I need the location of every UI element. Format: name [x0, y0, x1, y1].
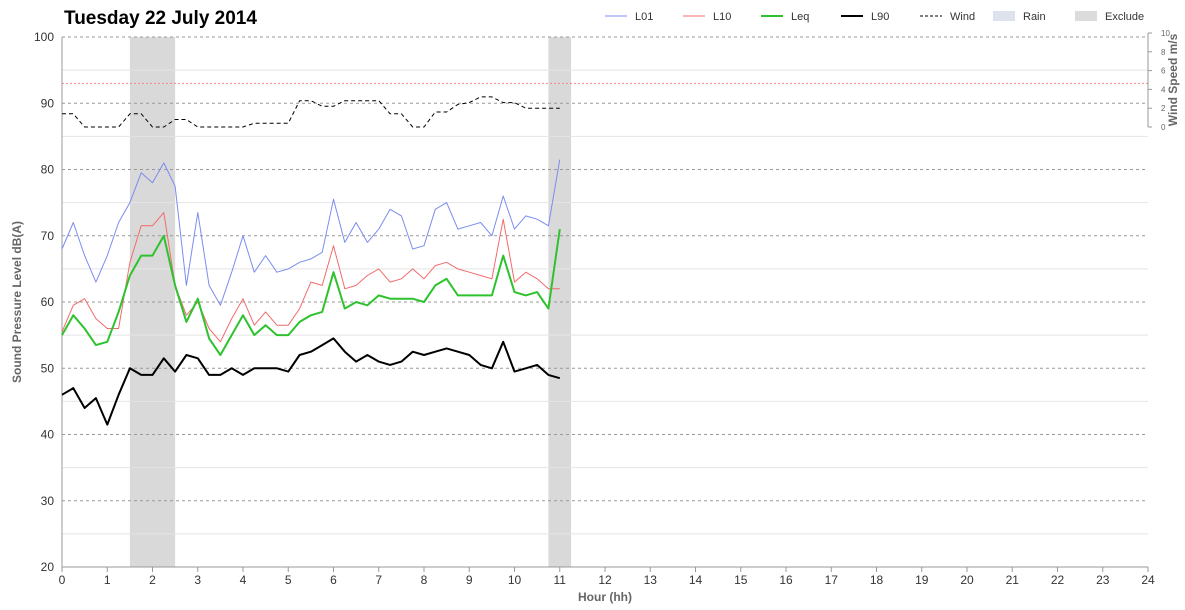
- x-tick-label-1: 1: [104, 573, 111, 587]
- legend-l01-label: L01: [635, 11, 653, 23]
- x-tick-label-8: 8: [421, 573, 428, 587]
- y2-tick-label-4: 4: [1161, 85, 1166, 94]
- x-tick-label-3: 3: [194, 573, 201, 587]
- x-tick-label-0: 0: [59, 573, 66, 587]
- chart-title: Tuesday 22 July 2014: [64, 8, 257, 29]
- x-tick-label-4: 4: [240, 573, 247, 587]
- x-tick-label-12: 12: [598, 573, 612, 587]
- x-tick-label-20: 20: [960, 573, 974, 587]
- legend-exclude-label: Exclude: [1105, 11, 1144, 23]
- series-line-wind: [62, 96, 560, 128]
- legend-rain-label: Rain: [1023, 11, 1046, 23]
- series-line-leq: [61, 228, 561, 356]
- y2-tick-label-10: 10: [1161, 29, 1170, 38]
- legend-l90-label: L90: [871, 11, 889, 23]
- series-line-l10: [61, 212, 560, 343]
- legend-l10-label: L10: [713, 11, 731, 23]
- legend-leq-label: Leq: [791, 11, 809, 23]
- x-tick-label-7: 7: [375, 573, 382, 587]
- x-tick-label-18: 18: [870, 573, 884, 587]
- x-tick-label-11: 11: [554, 573, 567, 587]
- x-tick-label-5: 5: [285, 573, 292, 587]
- y-tick-label-40: 40: [41, 428, 55, 442]
- x-axis-label: Hour (hh): [578, 590, 632, 604]
- legend-exclude-swatch: [1075, 11, 1097, 21]
- x-tick-label-16: 16: [779, 573, 793, 587]
- y-tick-label-50: 50: [41, 361, 55, 375]
- y-tick-label-30: 30: [41, 494, 55, 508]
- y2-tick-label-6: 6: [1161, 67, 1166, 76]
- x-tick-label-19: 19: [915, 573, 929, 587]
- x-tick-label-15: 15: [734, 573, 748, 587]
- series-line-l90: [61, 337, 561, 426]
- series-line-l01: [61, 159, 561, 306]
- y-tick-label-60: 60: [41, 295, 55, 309]
- y2-tick-label-8: 8: [1161, 48, 1166, 57]
- legend-wind-label: Wind: [950, 11, 975, 23]
- x-tick-label-2: 2: [149, 573, 156, 587]
- y-axis-label: Sound Pressure Level dB(A): [10, 221, 24, 383]
- y-tick-label-90: 90: [41, 96, 55, 110]
- x-tick-label-17: 17: [825, 573, 839, 587]
- x-tick-label-10: 10: [508, 573, 522, 587]
- x-tick-label-23: 23: [1096, 573, 1110, 587]
- y2-tick-label-2: 2: [1161, 104, 1166, 113]
- y-tick-label-70: 70: [41, 229, 55, 243]
- x-tick-label-6: 6: [330, 573, 337, 587]
- x-tick-label-21: 21: [1006, 573, 1020, 587]
- x-tick-label-14: 14: [689, 573, 703, 587]
- y2-tick-label-0: 0: [1161, 123, 1166, 132]
- y-tick-label-100: 100: [34, 30, 54, 44]
- y2-axis-label: Wind Speed m/s: [1166, 33, 1180, 126]
- y-tick-label-80: 80: [41, 163, 55, 177]
- x-tick-label-13: 13: [644, 573, 658, 587]
- x-tick-label-9: 9: [466, 573, 473, 587]
- y-tick-label-20: 20: [41, 560, 55, 574]
- x-tick-label-24: 24: [1141, 573, 1155, 587]
- x-tick-label-22: 22: [1051, 573, 1065, 587]
- legend-rain-swatch: [993, 11, 1015, 21]
